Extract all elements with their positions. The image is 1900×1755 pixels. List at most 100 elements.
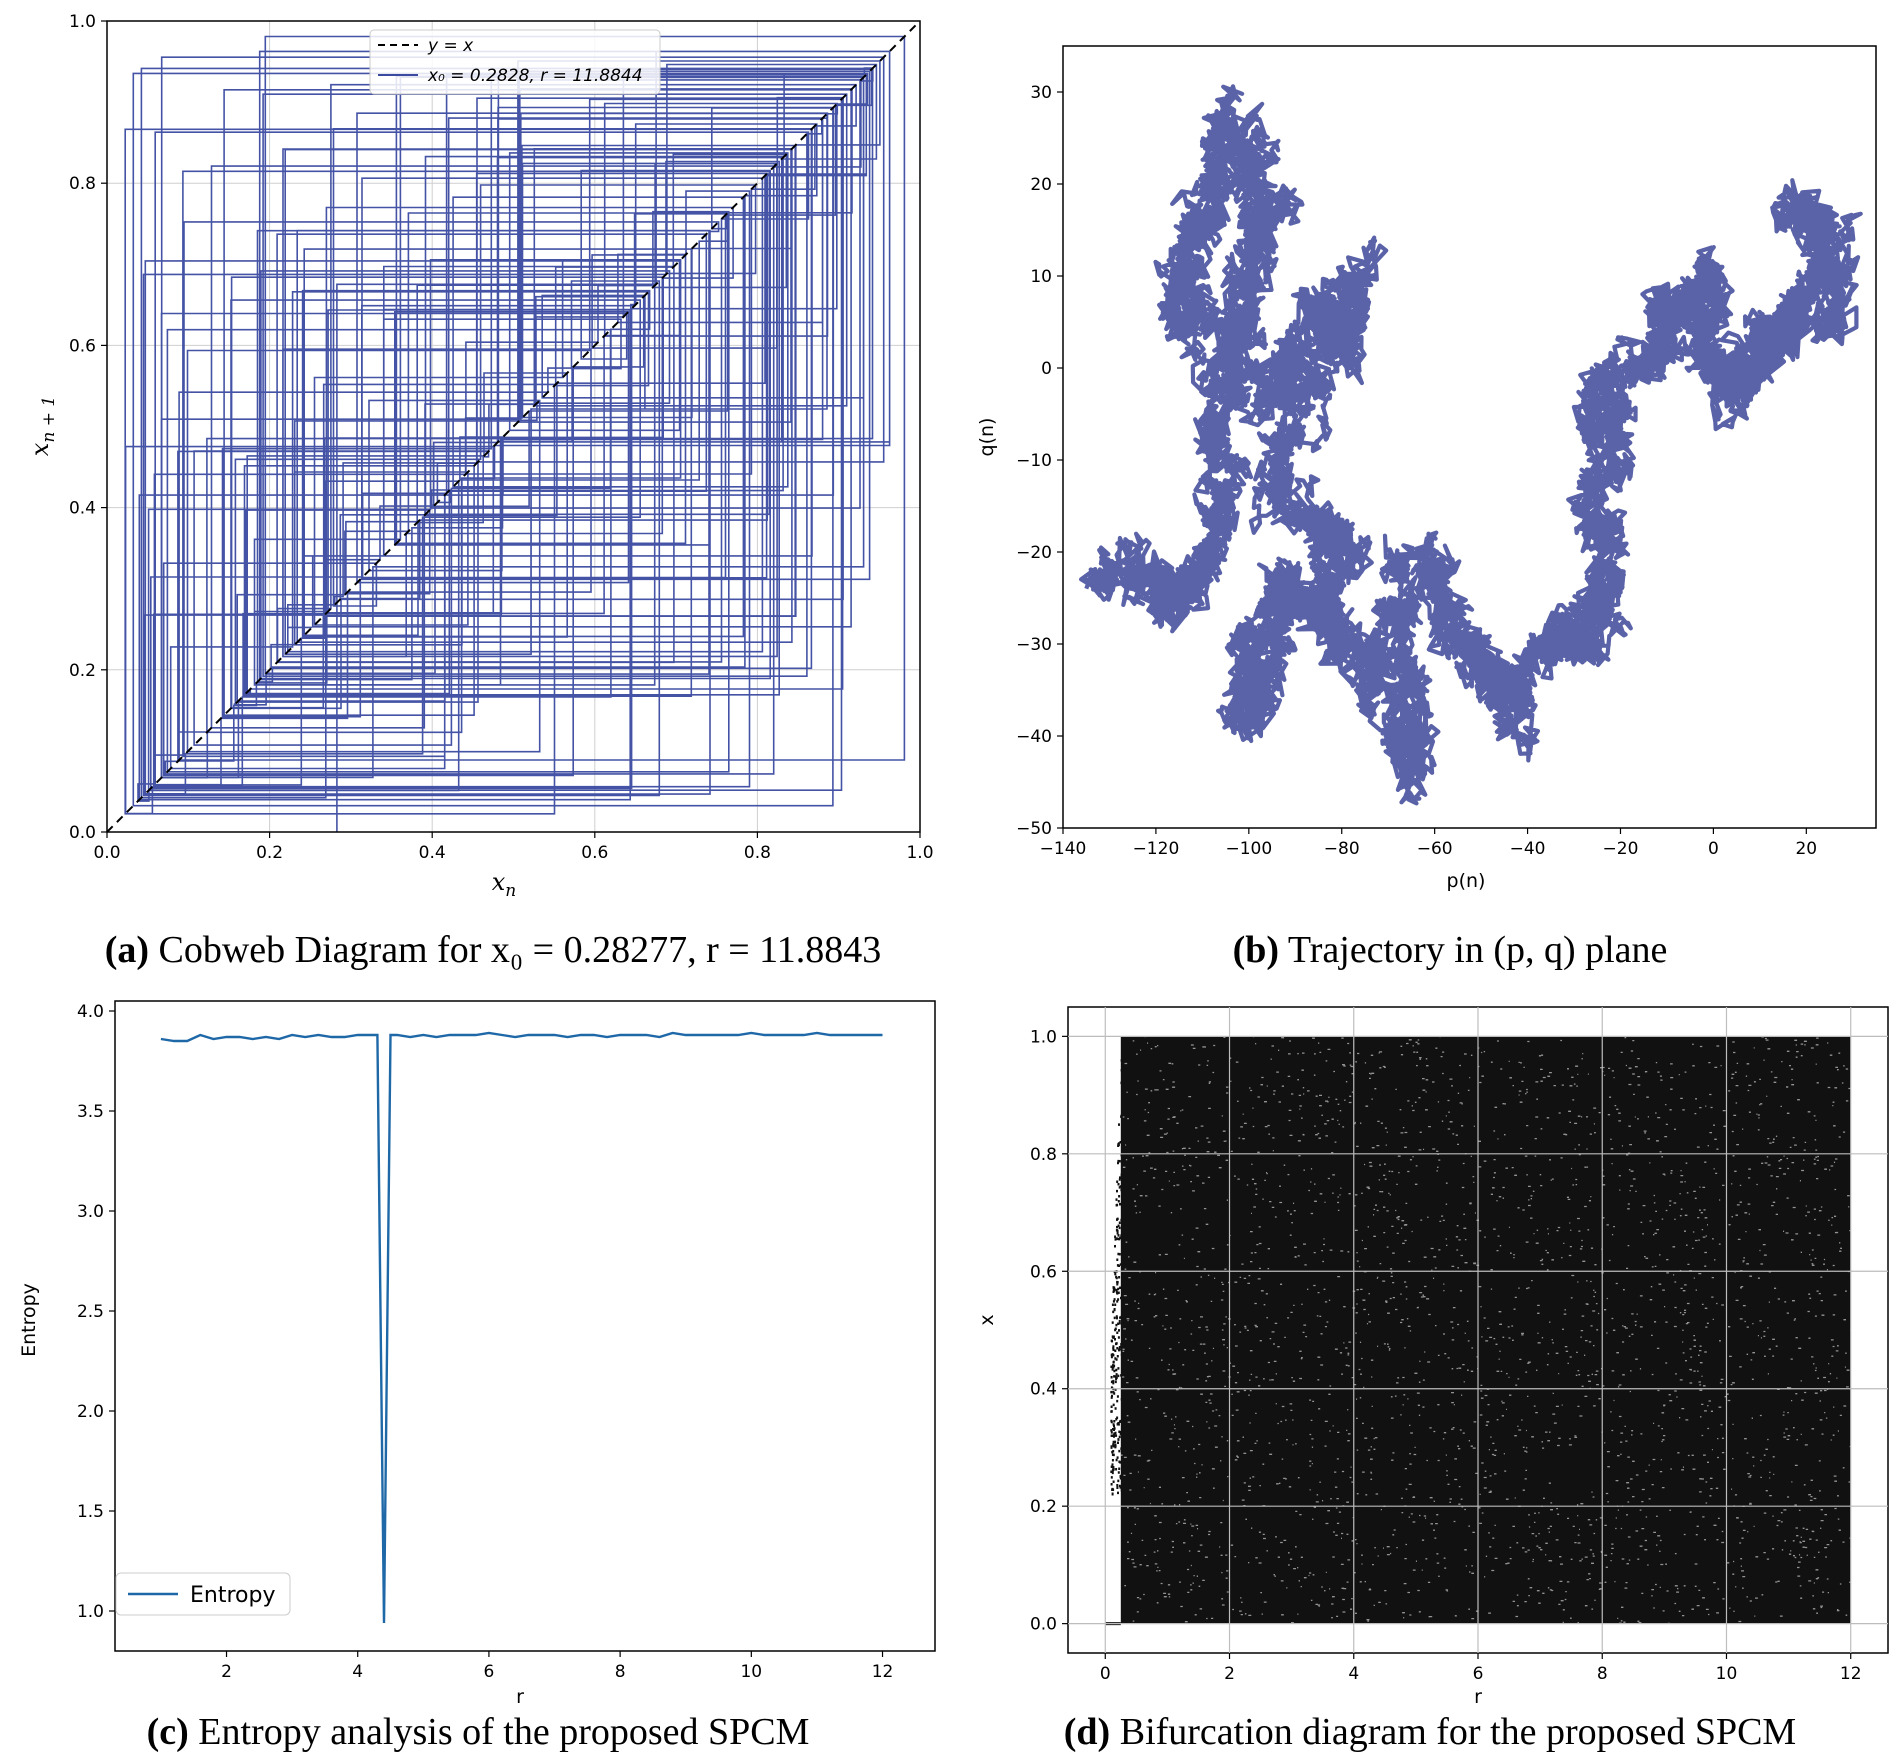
panel-c-entropy: 2 4 6 8 10 12 1.0 1.5 2.0 2.5 3.0 3.5 4.0 r Entropy… [18, 1000, 936, 1753]
panel-c-x-tick-label: 4 [352, 1662, 363, 1682]
panel-b-x-tick-label: −20 [1603, 839, 1639, 859]
panel-c-x-axis-label: r [516, 1686, 524, 1708]
panel-c-x-tick-label: 8 [615, 1662, 626, 1682]
panel-d-caption-text: Bifurcation diagram for the proposed SPC… [1120, 1711, 1797, 1753]
panel-b-walk-path [1079, 84, 1863, 806]
panel-d-y-axis-label: x [976, 1314, 998, 1325]
panel-b-x-tick-label: −120 [1133, 839, 1180, 859]
panel-a-legend-box [369, 29, 661, 95]
panel-c-legend: Entropy [115, 1572, 291, 1616]
panel-d-y-tick-label: 1.0 [1030, 1027, 1057, 1047]
panel-d-caption: (d) Bifurcation diagram for the proposed… [1064, 1711, 1796, 1753]
panel-b-y-tick-label: 30 [1030, 83, 1052, 103]
panel-a-cobweb-line [124, 35, 906, 832]
panel-d-x-tick-label: 10 [1716, 1664, 1738, 1684]
panel-a-y-ticks: 0.0 0.2 0.4 0.6 0.8 1.0 [69, 12, 107, 843]
panel-a-identity-line [106, 20, 921, 833]
panel-b-caption: (b) Trajectory in (p, q) plane [1233, 929, 1668, 971]
panel-a-caption-text: Cobweb Diagram for x₀ = 0.28277, r = 11.… [159, 929, 882, 971]
panel-a-plot-frame [106, 20, 921, 833]
panel-d-x-axis-label: r [1474, 1686, 1482, 1708]
panel-c-y-tick-label: 1.5 [77, 1502, 104, 1522]
panel-b-x-ticks: −140 −120 −100 −80 −60 −40 −20 0 20 [1040, 828, 1817, 859]
panel-d-x-tick-label: 2 [1224, 1664, 1235, 1684]
panel-a-y-tick-label: 0.2 [69, 661, 96, 681]
panel-a-y-tick-label: 0.8 [69, 174, 96, 194]
panel-c-legend-label: Entropy [190, 1583, 275, 1608]
panel-a-y-axis-label: xn + 1 [26, 396, 59, 456]
panel-b-x-tick-label: −80 [1324, 839, 1360, 859]
panel-d-grid [1068, 1007, 1888, 1653]
panel-a-legend-identity-label: y = x [427, 36, 474, 56]
panel-b-x-tick-label: −140 [1040, 839, 1087, 859]
panel-b-x-tick-label: 0 [1708, 839, 1719, 859]
panel-a-y-tick-label: 0.4 [69, 499, 96, 519]
panel-b-trajectory-line [1088, 101, 1849, 782]
panel-b-x-tick-label: −60 [1417, 839, 1453, 859]
panel-d-bifurcation: 0 2 4 6 8 10 12 0.0 0.2 0.4 0.6 0.8 1.0 r x (d) Bif… [976, 1006, 1889, 1753]
panel-d-y-tick-label: 0.4 [1030, 1380, 1057, 1400]
panel-b-x-axis-label: p(n) [1447, 870, 1486, 892]
panel-d-x-tick-label: 12 [1840, 1664, 1862, 1684]
panel-b-trajectory: −140 −120 −100 −80 −60 −40 −20 0 20 −50−40−30−20… [976, 45, 1877, 971]
panel-d-x-tick-label: 8 [1597, 1664, 1608, 1684]
panel-c-y-tick-label: 2.0 [77, 1402, 104, 1422]
panel-b-caption-text: Trajectory in (p, q) plane [1288, 929, 1668, 971]
panel-c-y-tick-label: 1.0 [77, 1602, 104, 1622]
panel-a-x-tick-label: 1.0 [906, 843, 933, 863]
panel-a-caption-tag: (a) [105, 929, 149, 971]
panel-c-y-tick-label: 3.5 [77, 1102, 104, 1122]
panel-d-scatter-points [1120, 1035, 1853, 1625]
panel-b-y-tick-label: −10 [1016, 451, 1052, 471]
panel-b-caption-tag: (b) [1233, 929, 1279, 971]
panel-a-caption: (a) Cobweb Diagram for x₀ = 0.28277, r =… [105, 929, 882, 971]
panel-c-y-tick-label: 3.0 [77, 1202, 104, 1222]
panel-d-y-tick-label: 0.8 [1030, 1145, 1057, 1165]
panel-a-x-axis-label: xn [492, 868, 517, 901]
panel-c-entropy-line [160, 1031, 883, 1624]
panel-d-chaotic-region [1120, 1036, 1851, 1624]
panel-a-legend-cobweb-label: x₀ = 0.2828, r = 11.8844 [427, 66, 643, 86]
panel-c-caption-tag: (c) [147, 1711, 189, 1753]
panel-c-y-tick-label: 4.0 [77, 1002, 104, 1022]
panel-c-y-tick-label: 2.5 [77, 1302, 104, 1322]
panel-c-plot-frame [114, 1000, 936, 1652]
panel-b-y-tick-label: −50 [1016, 819, 1052, 839]
panel-a-legend: y = x x₀ = 0.2828, r = 11.8844 [369, 29, 661, 95]
panel-a-cobweb-path [124, 35, 906, 832]
panel-a-x-tick-label: 0.6 [581, 843, 608, 863]
panel-c-legend-box [115, 1572, 291, 1616]
panel-b-y-tick-label: 20 [1030, 175, 1052, 195]
panel-a-cobweb: 0.0 0.2 0.4 0.6 0.8 1.0 0.0 0.2 0.4 0.6 0.8 1.0 xn… [26, 12, 934, 971]
panel-d-y-tick-label: 0.0 [1030, 1615, 1057, 1635]
panel-d-transition-points [1110, 1059, 1123, 1496]
panel-d-x-tick-label: 6 [1473, 1664, 1484, 1684]
panel-d-y-tick-label: 0.2 [1030, 1497, 1057, 1517]
panel-d-caption-tag: (d) [1064, 1711, 1110, 1753]
panel-b-x-tick-label: −40 [1510, 839, 1546, 859]
panel-a-x-tick-label: 0.4 [419, 843, 446, 863]
panel-c-y-ticks: 1.0 1.5 2.0 2.5 3.0 3.5 4.0 [77, 1002, 115, 1622]
panel-c-y-axis-label: Entropy [18, 1283, 40, 1357]
panel-b-y-tick-label: −20 [1016, 543, 1052, 563]
panel-c-caption: (c) Entropy analysis of the proposed SPC… [147, 1711, 810, 1753]
panel-c-series [160, 1031, 883, 1624]
panel-c-x-tick-label: 6 [484, 1662, 495, 1682]
panel-a-x-ticks: 0.0 0.2 0.4 0.6 0.8 1.0 [93, 832, 934, 863]
panel-c-x-tick-label: 10 [740, 1662, 762, 1682]
panel-b-y-tick-label: 10 [1030, 267, 1052, 287]
panel-d-y-ticks: 0.0 0.2 0.4 0.6 0.8 1.0 [1030, 1027, 1068, 1635]
panel-d-x-tick-label: 0 [1100, 1664, 1111, 1684]
panel-d-x-tick-label: 4 [1348, 1664, 1359, 1684]
panel-b-x-tick-label: 20 [1795, 839, 1817, 859]
panel-a-y-tick-label: 0.0 [69, 823, 96, 843]
panel-c-caption-text: Entropy analysis of the proposed SPCM [198, 1711, 809, 1753]
panel-b-y-tick-label: −30 [1016, 635, 1052, 655]
panel-a-x-tick-label: 0.8 [744, 843, 771, 863]
panel-d-scatter [1105, 1035, 1853, 1626]
panel-b-plot-frame [1062, 45, 1877, 829]
panel-b-y-tick-label: −40 [1016, 727, 1052, 747]
panel-b-y-axis-label: q(n) [976, 418, 998, 457]
panel-a-y-tick-label: 0.6 [69, 336, 96, 356]
panel-c-x-ticks: 2 4 6 8 10 12 [221, 1651, 893, 1682]
